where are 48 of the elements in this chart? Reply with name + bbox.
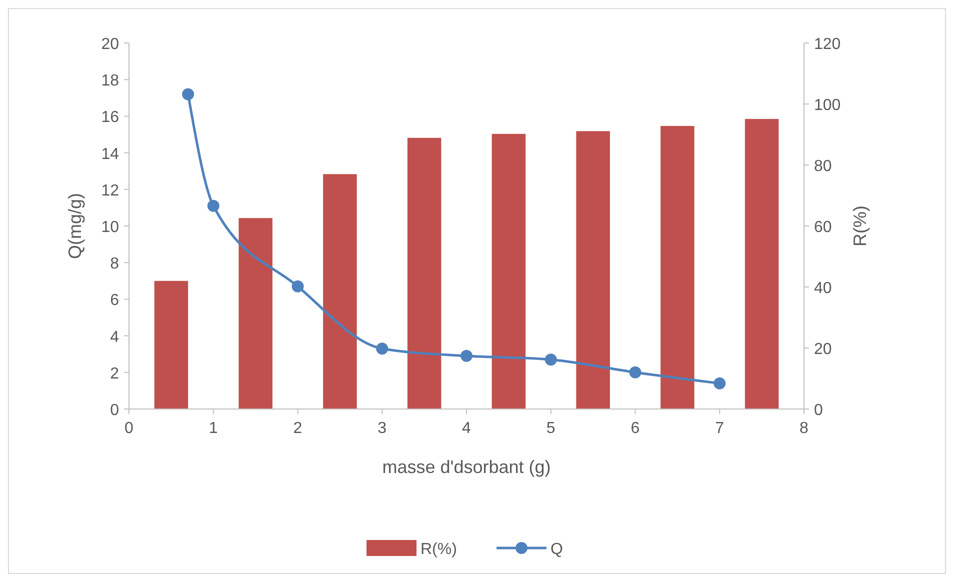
bar: [323, 174, 357, 409]
y-axis-title: Q(mg/g): [65, 192, 85, 260]
y2-tick-label: 0: [814, 402, 823, 419]
y2-tick-label: 60: [814, 219, 832, 236]
bar: [238, 218, 272, 409]
bar: [407, 138, 442, 409]
y-tick-label: 20: [101, 36, 120, 53]
y-tick-label: 4: [110, 328, 120, 346]
point: [292, 280, 304, 292]
bar: [492, 134, 526, 409]
point: [629, 366, 642, 378]
x-tick-label: 8: [800, 420, 809, 437]
point: [376, 342, 388, 355]
x-tick-label: 4: [462, 420, 472, 437]
y2-tick-label: 20: [814, 341, 832, 358]
y-tick-label: 8: [110, 256, 120, 273]
y2-tick-label: 100: [814, 97, 841, 114]
y-tick-label: 10: [101, 219, 120, 236]
bar: [660, 126, 694, 409]
bar: [576, 131, 610, 409]
point: [207, 200, 220, 212]
y-tick-label: 2: [110, 365, 120, 382]
y2-tick-label: 80: [814, 158, 832, 175]
legend-label: R(%): [420, 541, 457, 558]
x-tick-label: 7: [715, 420, 724, 437]
bar: [154, 280, 188, 409]
point: [460, 350, 472, 362]
y2-tick-label: 120: [814, 36, 841, 53]
y-tick-label: 12: [101, 182, 120, 200]
y2-tick-label: 40: [814, 280, 832, 297]
y-tick-label: 14: [101, 146, 120, 163]
x-tick-label: 0: [124, 420, 134, 437]
y-tick-label: 6: [110, 292, 120, 310]
x-tick-label: 1: [208, 420, 218, 437]
point: [182, 88, 194, 100]
x-tick-label: 6: [630, 420, 640, 437]
bar: [744, 118, 779, 409]
y-tick-label: 0: [110, 402, 120, 419]
y2-axis-title: R(%): [850, 206, 870, 246]
x-tick-label: 2: [293, 420, 302, 437]
x-axis-title: masse d'dsorbant (g): [382, 457, 551, 477]
legend-label: Q: [550, 541, 563, 558]
point: [714, 377, 726, 390]
x-tick-label: 3: [378, 420, 387, 437]
y-tick-label: 18: [101, 72, 120, 90]
x-tick-label: 5: [546, 420, 556, 437]
point: [544, 354, 557, 366]
y-tick-label: 16: [101, 109, 120, 126]
